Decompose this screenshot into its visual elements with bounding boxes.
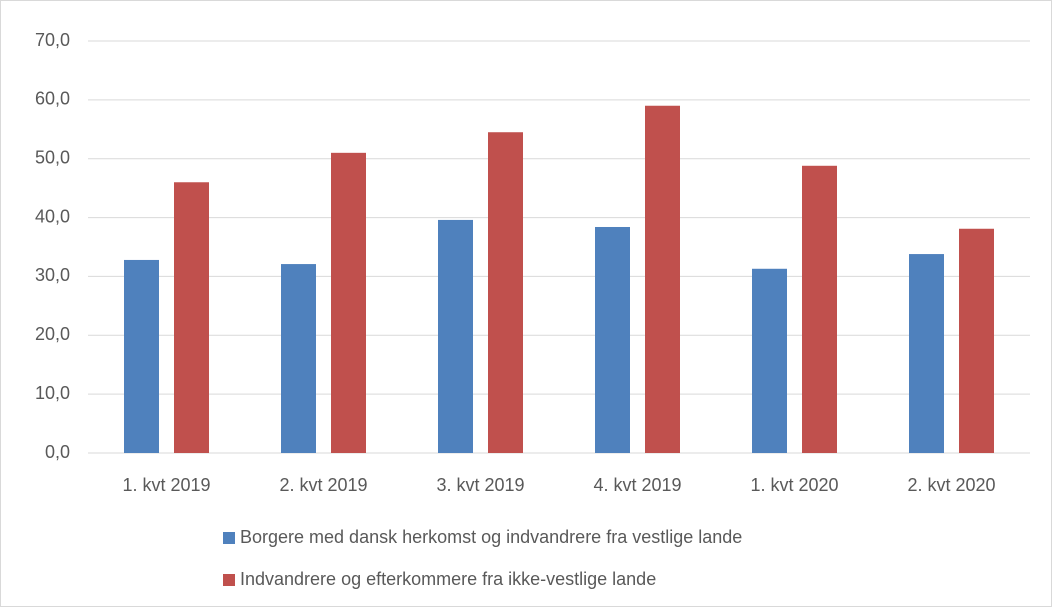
bar: [959, 228, 994, 453]
y-tick-label: 30,0: [35, 265, 70, 285]
y-tick-label: 20,0: [35, 324, 70, 344]
legend-swatch: [223, 574, 235, 586]
x-tick-label: 1. kvt 2019: [122, 475, 210, 495]
y-tick-label: 0,0: [45, 442, 70, 462]
bar: [331, 152, 366, 454]
y-tick-label: 10,0: [35, 383, 70, 403]
bar: [595, 226, 630, 453]
bar: [281, 264, 316, 453]
bar: [438, 219, 473, 453]
x-tick-label: 1. kvt 2020: [750, 475, 838, 495]
bar: [802, 165, 837, 453]
bar: [752, 268, 787, 453]
bar: [124, 259, 159, 453]
bar: [645, 105, 680, 453]
y-tick-label: 50,0: [35, 147, 70, 167]
x-tick-label: 2. kvt 2019: [279, 475, 367, 495]
bar: [909, 254, 944, 453]
x-tick-label: 2. kvt 2020: [907, 475, 995, 495]
y-tick-label: 40,0: [35, 206, 70, 226]
y-tick-label: 70,0: [35, 30, 70, 50]
bar: [174, 182, 209, 453]
x-tick-label: 4. kvt 2019: [593, 475, 681, 495]
legend-swatch: [223, 532, 235, 544]
x-tick-label: 3. kvt 2019: [436, 475, 524, 495]
y-tick-label: 60,0: [35, 89, 70, 109]
bar: [488, 132, 523, 453]
legend-label: Indvandrere og efterkommere fra ikke-ves…: [240, 569, 656, 589]
legend-label: Borgere med dansk herkomst og indvandrer…: [240, 527, 742, 547]
